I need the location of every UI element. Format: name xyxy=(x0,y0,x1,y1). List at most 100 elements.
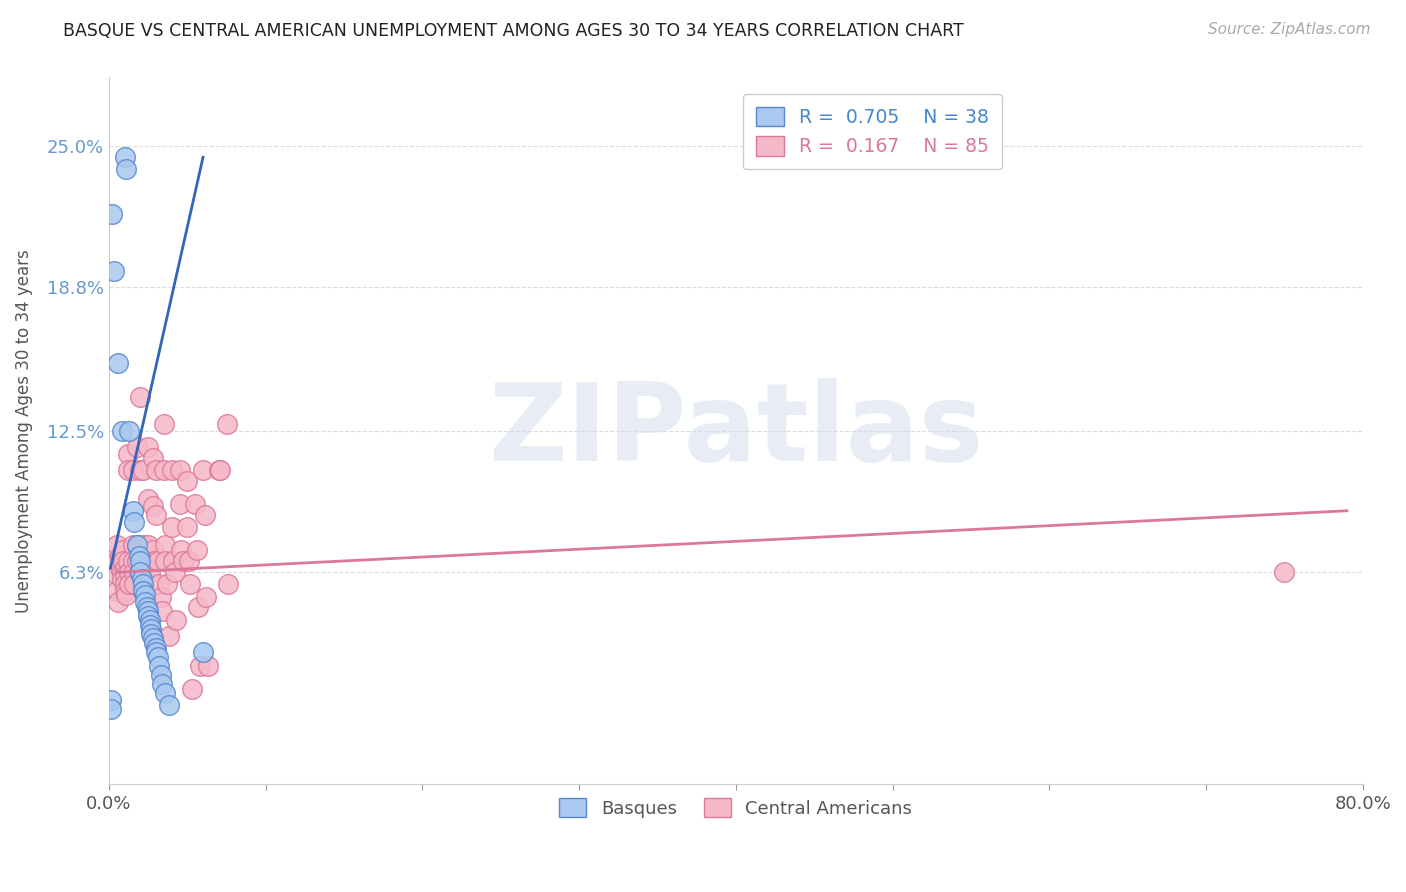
Point xyxy=(118,566,141,580)
Point xyxy=(209,463,232,477)
Point xyxy=(195,591,218,605)
Point xyxy=(115,161,138,176)
Point xyxy=(118,576,141,591)
Point xyxy=(188,658,211,673)
Point xyxy=(215,417,238,431)
Point xyxy=(128,566,150,580)
Point xyxy=(165,613,187,627)
Point xyxy=(191,645,214,659)
Point xyxy=(136,604,159,618)
Point xyxy=(148,576,170,591)
Point xyxy=(122,576,145,591)
Point xyxy=(142,451,165,466)
Point xyxy=(1272,566,1295,580)
Point xyxy=(122,566,145,580)
Point xyxy=(179,576,201,591)
Point xyxy=(129,538,152,552)
Point xyxy=(145,508,167,523)
Point xyxy=(176,519,198,533)
Point xyxy=(141,623,163,637)
Point xyxy=(121,463,143,477)
Point xyxy=(132,463,155,477)
Point xyxy=(101,207,124,221)
Point xyxy=(121,504,143,518)
Point xyxy=(141,627,163,641)
Point xyxy=(142,542,165,557)
Point xyxy=(197,658,219,673)
Legend: Basques, Central Americans: Basques, Central Americans xyxy=(553,791,920,825)
Text: ZIPatlas: ZIPatlas xyxy=(488,378,984,484)
Point xyxy=(127,538,149,552)
Point xyxy=(105,538,128,552)
Point xyxy=(139,613,162,627)
Point xyxy=(145,463,167,477)
Point xyxy=(118,424,141,438)
Point xyxy=(145,640,167,655)
Point xyxy=(160,463,183,477)
Point xyxy=(122,515,145,529)
Point xyxy=(149,591,172,605)
Point xyxy=(139,554,162,568)
Point xyxy=(143,554,166,568)
Point xyxy=(114,561,136,575)
Point xyxy=(105,554,128,568)
Point xyxy=(142,499,165,513)
Point xyxy=(110,424,132,438)
Point xyxy=(160,519,183,533)
Point xyxy=(108,561,131,575)
Point xyxy=(181,681,204,696)
Text: BASQUE VS CENTRAL AMERICAN UNEMPLOYMENT AMONG AGES 30 TO 34 YEARS CORRELATION CH: BASQUE VS CENTRAL AMERICAN UNEMPLOYMENT … xyxy=(63,22,965,40)
Point xyxy=(132,538,155,552)
Point xyxy=(110,572,132,586)
Point xyxy=(100,702,122,716)
Point xyxy=(114,567,136,582)
Point xyxy=(127,538,149,552)
Point xyxy=(129,390,152,404)
Point xyxy=(155,686,177,700)
Point xyxy=(157,698,180,712)
Point xyxy=(132,583,155,598)
Point xyxy=(100,693,122,707)
Point xyxy=(136,440,159,454)
Point xyxy=(115,588,138,602)
Point xyxy=(157,629,180,643)
Point xyxy=(155,538,177,552)
Point xyxy=(155,554,177,568)
Point xyxy=(112,542,135,557)
Point xyxy=(136,608,159,623)
Point xyxy=(121,554,143,568)
Point xyxy=(129,554,152,568)
Point xyxy=(163,566,186,580)
Point xyxy=(146,554,169,568)
Point xyxy=(172,554,194,568)
Point xyxy=(139,617,162,632)
Point xyxy=(129,463,152,477)
Y-axis label: Unemployment Among Ages 30 to 34 years: Unemployment Among Ages 30 to 34 years xyxy=(15,249,32,613)
Point xyxy=(114,150,136,164)
Point xyxy=(191,463,214,477)
Point xyxy=(187,599,209,614)
Point xyxy=(136,492,159,507)
Point xyxy=(128,549,150,564)
Point xyxy=(148,658,170,673)
Point xyxy=(136,538,159,552)
Point xyxy=(114,576,136,591)
Point xyxy=(117,554,139,568)
Point xyxy=(103,264,125,278)
Point xyxy=(184,497,207,511)
Point xyxy=(134,566,156,580)
Point xyxy=(146,649,169,664)
Point xyxy=(176,474,198,488)
Point xyxy=(117,447,139,461)
Point xyxy=(132,576,155,591)
Point xyxy=(132,554,155,568)
Point xyxy=(110,566,132,580)
Text: Source: ZipAtlas.com: Source: ZipAtlas.com xyxy=(1208,22,1371,37)
Point xyxy=(105,583,128,598)
Point xyxy=(156,576,179,591)
Point xyxy=(169,463,191,477)
Point xyxy=(150,604,173,618)
Point xyxy=(131,554,153,568)
Point xyxy=(170,542,193,557)
Point xyxy=(186,542,208,557)
